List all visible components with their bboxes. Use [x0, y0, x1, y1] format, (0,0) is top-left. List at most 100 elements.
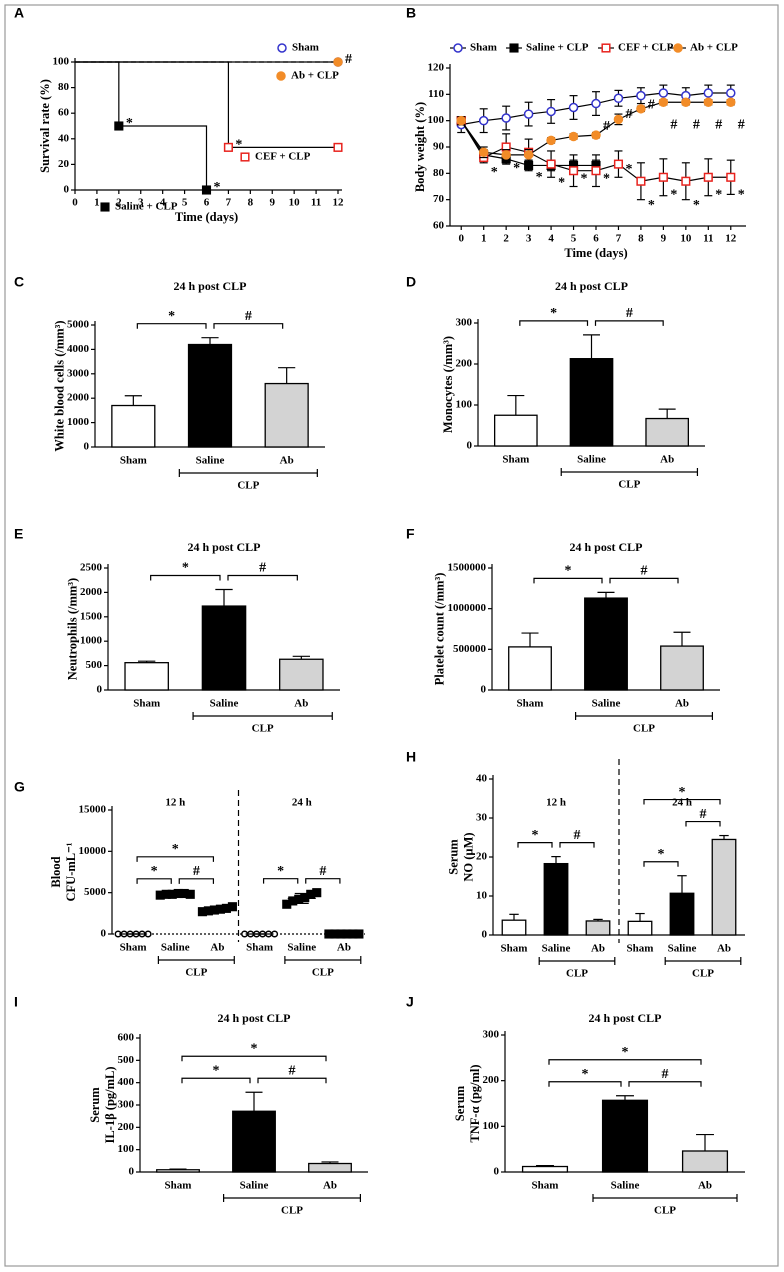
chart-title: 24 h post CLP: [217, 1011, 290, 1025]
significance-label: #: [289, 1063, 296, 1078]
legend-marker: [509, 43, 519, 53]
significance-bracket: [136, 323, 207, 329]
annotation: *: [536, 170, 543, 185]
data-point: [591, 130, 601, 140]
y-axis-label: Platelet count (/mm³): [433, 573, 447, 686]
x-tick-label: 6: [593, 233, 599, 245]
y-tick-label: 5000: [67, 319, 90, 331]
x-tick-label: Saline: [240, 1180, 269, 1192]
bar: [585, 920, 611, 936]
group-title: 12 h: [165, 797, 185, 809]
y-axis-label: Body weight (%): [413, 102, 427, 192]
significance-label: #: [245, 309, 252, 324]
y-tick-label: 90: [433, 141, 445, 153]
bar: [201, 605, 247, 691]
group-label: CLP: [312, 967, 334, 979]
significance-bracket: [685, 820, 721, 827]
significance-label: #: [259, 561, 266, 576]
x-tick-label: 7: [226, 197, 232, 209]
significance-label: *: [151, 864, 158, 879]
bar: [681, 1150, 729, 1173]
y-tick-label: 0: [129, 1166, 135, 1178]
group-bracket: [592, 1194, 738, 1202]
panel-letter: F: [406, 526, 415, 542]
x-tick-label: 0: [72, 197, 78, 209]
x-tick-label: 3: [138, 197, 144, 209]
annotation: *: [491, 165, 498, 180]
x-tick-label: Ab: [675, 698, 689, 710]
annotation: #: [625, 107, 632, 122]
significance-label: *: [622, 1045, 629, 1060]
data-point: [613, 159, 624, 169]
x-tick-label: Sham: [120, 455, 147, 467]
x-tick-label: 12: [333, 197, 345, 209]
bar: [111, 404, 156, 448]
x-tick-label: Sham: [133, 698, 160, 710]
y-tick-label: 20: [476, 851, 488, 863]
y-axis-label: Serum: [447, 839, 461, 875]
group-title: 12 h: [546, 797, 566, 809]
significance-label: #: [193, 864, 200, 879]
x-tick-label: 2: [503, 233, 509, 245]
annotation: #: [345, 52, 352, 67]
x-tick-label: 11: [311, 197, 321, 209]
x-tick-label: Ab: [698, 1180, 712, 1192]
bar: [156, 1169, 200, 1173]
data-point: [312, 888, 322, 898]
significance-label: #: [641, 564, 648, 579]
x-tick-label: Sham: [501, 943, 528, 955]
x-tick-label: Saline: [287, 942, 316, 954]
bar: [543, 862, 569, 936]
x-tick-label: 8: [638, 233, 644, 245]
y-tick-label: 10000: [79, 845, 107, 857]
data-point: [726, 88, 736, 98]
legend-marker: [240, 152, 250, 162]
significance-bracket: [227, 574, 298, 581]
chart-title: 24 h post CLP: [187, 540, 260, 554]
annotation: *: [693, 198, 700, 213]
bar: [232, 1110, 276, 1173]
data-point: [613, 114, 624, 125]
group-bracket: [664, 957, 742, 965]
x-tick-label: Saline: [668, 943, 697, 955]
x-axis-label: Time (days): [175, 210, 238, 224]
x-tick-label: 5: [571, 233, 577, 245]
y-tick-label: 600: [118, 1032, 135, 1044]
group-label: CLP: [185, 967, 207, 979]
y-tick-label: 300: [456, 317, 473, 329]
significance-label: #: [700, 807, 707, 822]
chart-title: 24 h post CLP: [173, 279, 246, 293]
x-tick-label: Sham: [502, 454, 529, 466]
data-point: [703, 172, 713, 182]
annotation: *: [603, 171, 610, 186]
legend-label: Ab + CLP: [291, 70, 339, 82]
y-tick-label: 500000: [453, 643, 487, 655]
x-tick-label: Ab: [210, 942, 224, 954]
y-tick-label: 100: [118, 1143, 135, 1155]
x-tick-label: 1: [94, 197, 100, 209]
legend-label: Sham: [292, 42, 319, 54]
bar: [711, 838, 737, 936]
group-bracket: [560, 468, 699, 476]
x-tick-label: 7: [616, 233, 622, 245]
data-point: [523, 109, 534, 119]
data-point: [546, 159, 556, 169]
y-tick-label: 1500: [80, 610, 103, 622]
data-point: [658, 97, 669, 107]
x-tick-label: Saline: [196, 455, 225, 467]
panel-letter: B: [406, 5, 416, 21]
y-tick-label: 100: [456, 399, 473, 411]
group-bracket: [223, 1194, 361, 1202]
significance-label: *: [213, 1063, 220, 1078]
chart-title: 24 h post CLP: [588, 1011, 661, 1025]
legend-label: Saline + CLP: [526, 42, 589, 54]
x-tick-label: Saline: [161, 942, 190, 954]
significance-bracket: [643, 798, 721, 805]
data-point: [703, 88, 714, 98]
y-tick-label: 300: [483, 1029, 500, 1041]
y-tick-label: 40: [58, 132, 70, 144]
x-tick-label: 6: [204, 197, 210, 209]
bar: [569, 358, 614, 447]
data-point: [681, 97, 691, 107]
annotation: #: [738, 117, 745, 132]
